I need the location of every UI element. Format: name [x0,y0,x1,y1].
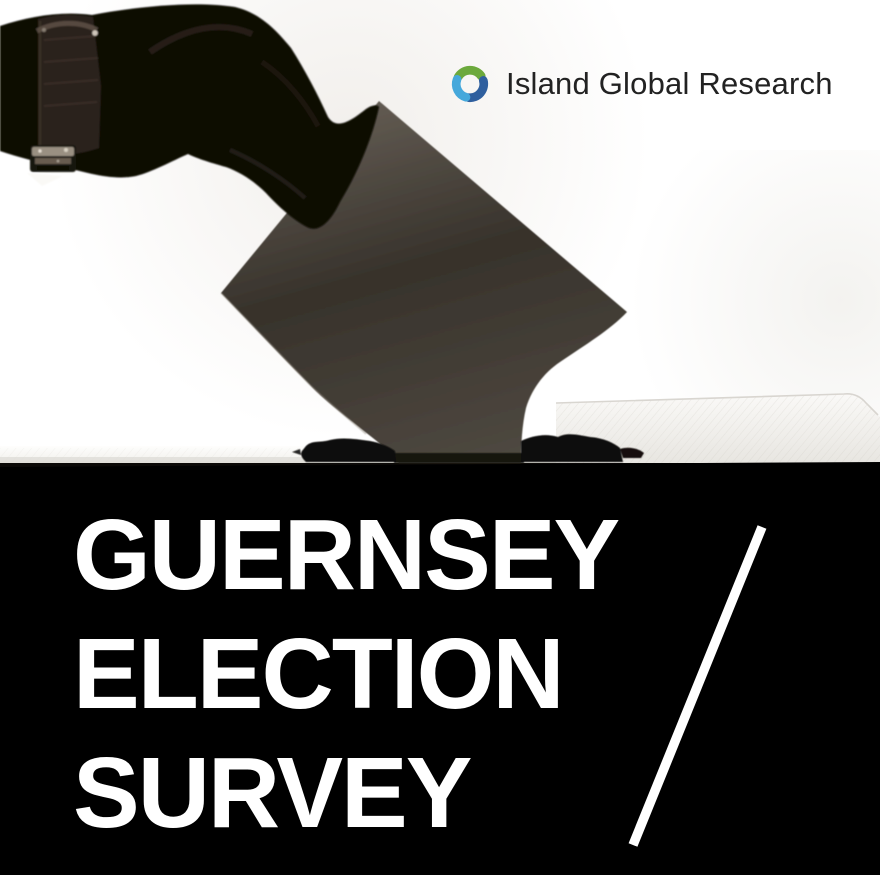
watch-buckle [30,145,76,172]
hand-silhouette [0,4,379,229]
watch-strap [38,14,101,155]
wristwatch [27,14,101,186]
title-line-3: SURVEY [73,737,472,849]
title-line-2: ELECTION [73,618,565,730]
brand-logo: Island Global Research [448,62,833,106]
watch-case [35,20,99,34]
slash-line [628,525,767,847]
thumb-highlight [229,148,307,200]
paper-edge-highlight [220,292,367,435]
title-band: GUERNSEY ELECTION SURVEY [0,462,880,875]
brand-logo-swirl-icon [451,65,489,103]
ballot-slot [292,434,644,463]
swirl-light-blue-arc [451,74,471,102]
finger-highlight [260,59,321,128]
page-title: GUERNSEY ELECTION SURVEY [73,496,620,853]
swirl-dark-blue-arc [464,76,489,103]
brand-name: Island Global Research [506,66,833,101]
swirl-green-arc [453,65,486,82]
knuckle-highlight [148,24,254,55]
ballot-photo-illustration [0,0,880,470]
diagonal-slash [628,525,767,847]
title-line-1: GUERNSEY [73,499,620,611]
